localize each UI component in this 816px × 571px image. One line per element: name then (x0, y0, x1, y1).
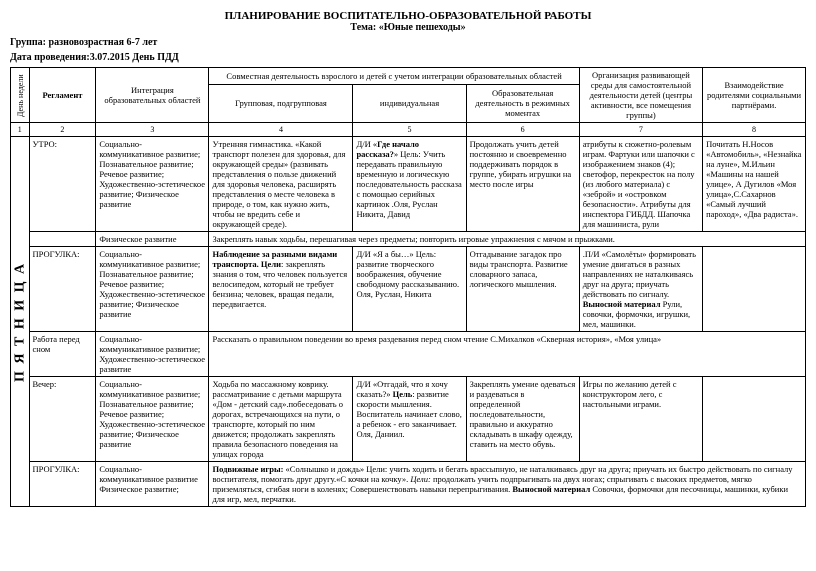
work-int: Социально-коммуникативное развитие; Худо… (96, 332, 209, 377)
fiz-group: Закреплять навык ходьбы, перешагивая чер… (209, 232, 806, 247)
vecher-edu: Закреплять умение одеваться и раздеватьс… (466, 377, 579, 462)
utro-group: Утренняя гимнастика. «Какой транспорт по… (209, 137, 353, 232)
prog-indiv: Д/И «Я а бы…» Цель: развитие творческого… (353, 247, 466, 332)
head-org: Организация развивающей среды для самост… (579, 68, 702, 123)
work-group: Рассказать о правильном поведении во вре… (209, 332, 806, 377)
prog2-label: ПРОГУЛКА: (29, 462, 96, 507)
prog-int: Социально-коммуникативное развитие; Позн… (96, 247, 209, 332)
head-joint: Совместная деятельность взрослого и дете… (209, 68, 579, 85)
prog2-group: Подвижные игры: «Солнышко и дождь» Цели:… (209, 462, 806, 507)
prog2-int: Социально-коммуникативное развитие Физич… (96, 462, 209, 507)
head-group: Групповая, подгрупповая (209, 84, 353, 123)
num-1: 1 (11, 123, 30, 137)
work-label: Работа перед сном (29, 332, 96, 377)
utro-par: Почитать Н.Носов «Автомобиль», «Незнайка… (703, 137, 806, 232)
fiz-lbl (29, 232, 96, 247)
prog-edu: Отгадывание загадок про виды транспорта.… (466, 247, 579, 332)
prog-label: ПРОГУЛКА: (29, 247, 96, 332)
head-day: День недели (11, 68, 30, 123)
prog-par (703, 247, 806, 332)
vecher-indiv: Д/И «Отгадай, что я хочу сказать?» Цель:… (353, 377, 466, 462)
utro-indiv: Д/И «Где начало рассказа?» Цель: Учить п… (353, 137, 466, 232)
title-main: ПЛАНИРОВАНИЕ ВОСПИТАТЕЛЬНО-ОБРАЗОВАТЕЛЬН… (10, 10, 806, 22)
meta-group: Группа: разновозрастная 6-7 лет (10, 37, 806, 48)
head-edu: Образовательная деятельность в режимных … (466, 84, 579, 123)
utro-edu: Продолжать учить детей постоянно и своев… (466, 137, 579, 232)
planning-table: День недели Регламент Интеграция образов… (10, 67, 806, 507)
num-2: 2 (29, 123, 96, 137)
vecher-par (703, 377, 806, 462)
head-integration: Интеграция образовательных областей (96, 68, 209, 123)
num-4: 4 (209, 123, 353, 137)
num-3: 3 (96, 123, 209, 137)
num-8: 8 (703, 123, 806, 137)
prog-env: .П/И «Самолёты» формировать умение двига… (579, 247, 702, 332)
vecher-int: Социально-коммуникативное развитие; Позн… (96, 377, 209, 462)
vecher-label: Вечер: (29, 377, 96, 462)
num-5: 5 (353, 123, 466, 137)
day-name: П Я Т Н И Ц А (11, 137, 30, 507)
utro-int: Социально-коммуникативное развитие; Позн… (96, 137, 209, 232)
utro-env: атрибуты к сюжетно-ролевым играм. Фартук… (579, 137, 702, 232)
num-7: 7 (579, 123, 702, 137)
fiz-int: Физическое развитие (96, 232, 209, 247)
title-sub: Тема: «Юные пешеходы» (10, 22, 806, 33)
head-indiv: индивидуальная (353, 84, 466, 123)
vecher-env: Игры по желанию детей с конструктором ле… (579, 377, 702, 462)
vecher-group: Ходьба по массажному коврику. рассматрив… (209, 377, 353, 462)
meta-date: Дата проведения:3.07.2015 День ПДД (10, 52, 806, 63)
prog-group: Наблюдение за разными видами транспорта.… (209, 247, 353, 332)
head-reglament: Регламент (29, 68, 96, 123)
head-parents: Взаимодействие родителями социальными па… (703, 68, 806, 123)
utro-label: УТРО: (29, 137, 96, 232)
num-6: 6 (466, 123, 579, 137)
